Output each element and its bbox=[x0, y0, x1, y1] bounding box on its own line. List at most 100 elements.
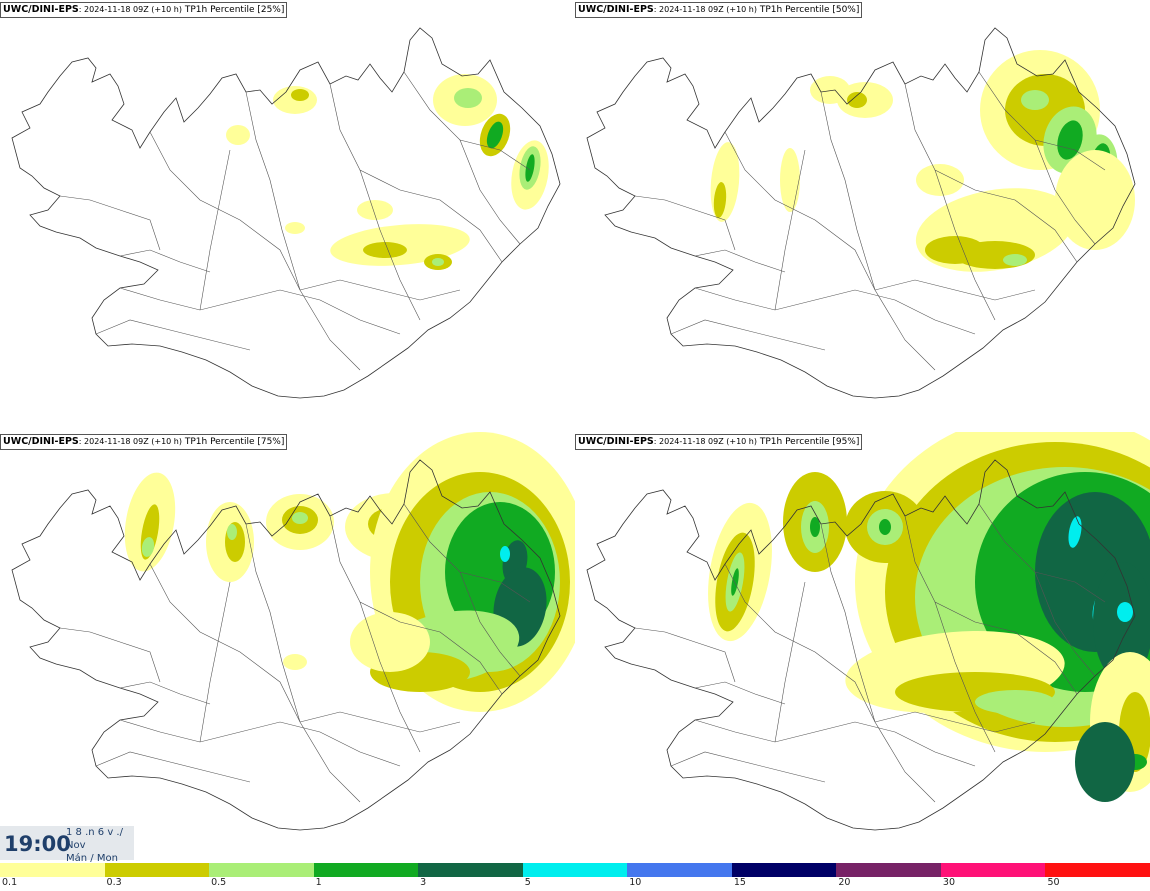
precip-cell bbox=[226, 125, 250, 145]
legend-tick-label: 10 bbox=[629, 877, 642, 888]
legend-swatch bbox=[627, 863, 732, 877]
legend-swatch bbox=[418, 863, 523, 877]
legend-tick-label: 0.5 bbox=[211, 877, 227, 888]
precip-cell bbox=[227, 524, 237, 540]
run-info: : 2024-11-18 09Z (+10 h) bbox=[653, 437, 757, 446]
panel-title: UWC/DINI-EPS: 2024-11-18 09Z (+10 h) TP1… bbox=[0, 434, 288, 450]
road-network bbox=[634, 503, 1106, 803]
map-panel: UWC/DINI-EPS: 2024-11-18 09Z (+10 h) TP1… bbox=[0, 432, 575, 862]
road-line bbox=[245, 91, 361, 371]
precip-cell bbox=[710, 142, 740, 222]
precip-map bbox=[11, 432, 575, 831]
road-line bbox=[359, 169, 421, 321]
panel-title: UWC/DINI-EPS: 2024-11-18 09Z (+10 h) TP1… bbox=[575, 2, 863, 18]
precip-cell bbox=[283, 654, 307, 670]
legend-tick-labels: 0.1 0.3 0.5 1 3 5 10 15 20 30 50 bbox=[0, 877, 1150, 891]
run-info: : 2024-11-18 09Z (+10 h) bbox=[78, 437, 182, 446]
legend-tick-label: 30 bbox=[942, 877, 955, 888]
road-line bbox=[59, 627, 161, 683]
legend-tick-label: 20 bbox=[838, 877, 851, 888]
precip-cell bbox=[525, 154, 535, 182]
legend-swatch bbox=[0, 863, 105, 877]
precip-cell bbox=[363, 242, 407, 258]
road-line bbox=[299, 279, 461, 301]
road-line bbox=[59, 195, 161, 251]
road-line bbox=[119, 719, 401, 767]
precip-field bbox=[124, 432, 575, 712]
map-panel: UWC/DINI-EPS: 2024-11-18 09Z (+10 h) TP1… bbox=[575, 432, 1150, 862]
valid-date-month: Nov bbox=[66, 840, 86, 851]
panel-title: UWC/DINI-EPS: 2024-11-18 09Z (+10 h) TP1… bbox=[0, 2, 288, 18]
precip-map bbox=[586, 432, 1150, 831]
precip-field bbox=[710, 50, 1135, 272]
road-line bbox=[934, 169, 996, 321]
run-info: : 2024-11-18 09Z (+10 h) bbox=[78, 5, 182, 14]
precip-cell bbox=[350, 612, 430, 672]
precip-cell bbox=[432, 258, 444, 266]
road-network bbox=[59, 71, 531, 371]
road-line bbox=[329, 515, 503, 695]
legend-swatch bbox=[836, 863, 941, 877]
road-line bbox=[199, 581, 231, 743]
map-panel: UWC/DINI-EPS: 2024-11-18 09Z (+10 h) TP1… bbox=[575, 0, 1150, 430]
precip-cell bbox=[291, 89, 309, 101]
map-panel: UWC/DINI-EPS: 2024-11-18 09Z (+10 h) TP1… bbox=[0, 0, 575, 430]
coastline-path bbox=[11, 27, 561, 399]
road-line bbox=[299, 711, 461, 733]
color-legend bbox=[0, 863, 1150, 877]
model-name: UWC/DINI-EPS bbox=[3, 436, 79, 447]
precip-cell bbox=[1075, 722, 1135, 802]
coastline-path bbox=[586, 459, 1136, 831]
percentile-label: TP1h Percentile [95%] bbox=[757, 437, 860, 447]
road-line bbox=[694, 681, 786, 705]
road-network bbox=[634, 71, 1106, 371]
precip-cell bbox=[486, 121, 504, 149]
precip-cell bbox=[847, 92, 867, 108]
precip-field bbox=[708, 432, 1150, 802]
valid-time: 19:00 bbox=[4, 832, 71, 856]
percentile-label: TP1h Percentile [75%] bbox=[182, 437, 285, 447]
road-line bbox=[1034, 139, 1096, 245]
precip-cell bbox=[1057, 120, 1083, 160]
precip-cell bbox=[500, 546, 510, 562]
road-line bbox=[459, 571, 521, 677]
legend-tick-label: 50 bbox=[1047, 877, 1060, 888]
percentile-label: TP1h Percentile [50%] bbox=[757, 5, 860, 15]
model-name: UWC/DINI-EPS bbox=[578, 436, 654, 447]
road-line bbox=[95, 751, 251, 783]
valid-date-line1: 1 8 .n 6 v ./ bbox=[66, 827, 123, 838]
precip-cell bbox=[1055, 150, 1135, 250]
road-line bbox=[724, 563, 876, 723]
precip-cell bbox=[1003, 254, 1027, 266]
road-network bbox=[59, 503, 531, 803]
panel-title: UWC/DINI-EPS: 2024-11-18 09Z (+10 h) TP1… bbox=[575, 434, 863, 450]
legend-tick-label: 0.1 bbox=[2, 877, 18, 888]
precip-cell bbox=[810, 517, 820, 537]
road-line bbox=[694, 719, 976, 767]
road-line bbox=[874, 711, 1036, 733]
road-line bbox=[119, 681, 211, 705]
coastline-path bbox=[586, 27, 1136, 399]
road-line bbox=[245, 523, 361, 803]
percentile-label: TP1h Percentile [25%] bbox=[182, 5, 285, 15]
legend-swatch bbox=[1045, 863, 1150, 877]
road-line bbox=[904, 83, 1078, 263]
valid-time-box: 19:00 1 8 .n 6 v ./ Nov Mán / Mon bbox=[0, 826, 134, 864]
valid-date-weekday: Mán / Mon bbox=[66, 853, 118, 864]
precip-field bbox=[226, 74, 549, 270]
road-line bbox=[694, 249, 786, 273]
road-line bbox=[820, 91, 936, 371]
precip-cell bbox=[955, 241, 1035, 269]
precip-map bbox=[586, 27, 1136, 399]
road-line bbox=[694, 287, 976, 335]
coastline-path bbox=[11, 459, 561, 831]
precip-cell bbox=[285, 222, 305, 234]
precip-cell bbox=[780, 148, 800, 212]
road-line bbox=[359, 601, 421, 753]
road-line bbox=[1034, 571, 1096, 677]
precip-cell bbox=[1117, 602, 1133, 622]
legend-tick-label: 5 bbox=[524, 877, 531, 888]
precip-map bbox=[11, 27, 561, 399]
road-line bbox=[119, 287, 401, 335]
road-line bbox=[670, 751, 826, 783]
